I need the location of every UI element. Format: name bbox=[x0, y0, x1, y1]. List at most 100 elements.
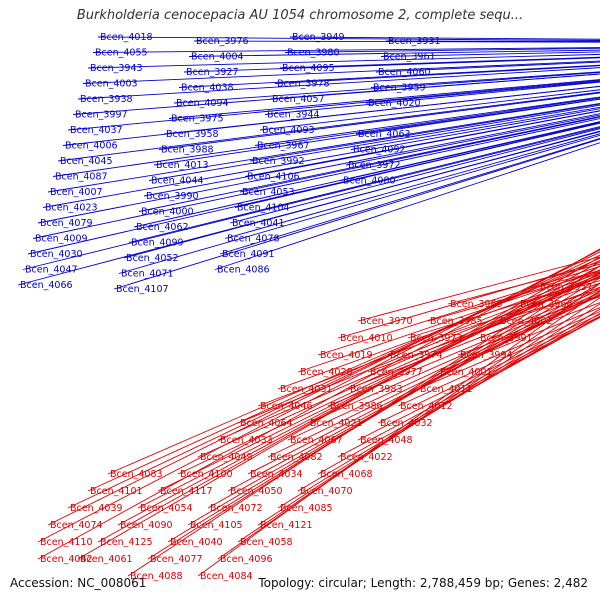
gene-label[interactable]: Bcen_3978 bbox=[277, 79, 330, 90]
gene-label[interactable]: Bcen_3974 bbox=[390, 350, 443, 361]
gene-label[interactable]: Bcen_3949 bbox=[292, 32, 345, 43]
gene-label[interactable]: Bcen_4018 bbox=[100, 32, 153, 43]
gene-label[interactable]: Bcen_4055 bbox=[95, 48, 148, 59]
gene-label[interactable]: Bcen_4010 bbox=[340, 333, 393, 344]
gene-label[interactable]: Bcen_3967 bbox=[257, 141, 310, 152]
gene-label[interactable]: Bcen_4060 bbox=[378, 67, 431, 78]
gene-label[interactable]: Bcen_4068 bbox=[320, 469, 373, 480]
gene-label[interactable]: Bcen_3973 bbox=[410, 333, 463, 344]
gene-label[interactable]: Bcen_4004 bbox=[191, 52, 244, 63]
gene-label[interactable]: Bcen_4093 bbox=[262, 125, 315, 136]
gene-label[interactable]: Bcen_4040 bbox=[170, 537, 223, 548]
gene-label[interactable]: Bcen_4031 bbox=[280, 384, 333, 395]
gene-label[interactable]: Bcen_3997 bbox=[75, 110, 128, 121]
gene-label[interactable]: Bcen_4079 bbox=[40, 218, 93, 229]
gene-label[interactable]: Bcen_4104 bbox=[237, 203, 290, 214]
gene-label[interactable]: Bcen_3972 bbox=[348, 160, 401, 171]
gene-label[interactable]: Bcen_4091 bbox=[222, 249, 275, 260]
gene-label[interactable]: Bcen_4092 bbox=[353, 145, 406, 156]
gene-label[interactable]: Bcen_4125 bbox=[100, 537, 153, 548]
gene-label[interactable]: Bcen_4090 bbox=[120, 520, 173, 531]
gene-label[interactable]: Bcen_4063 bbox=[358, 129, 411, 140]
gene-label[interactable]: Bcen_4096 bbox=[220, 554, 273, 565]
gene-label[interactable]: Bcen_4001 bbox=[440, 367, 493, 378]
gene-label[interactable]: Bcen_3983 bbox=[350, 384, 403, 395]
gene-label[interactable]: Bcen_3991 bbox=[480, 333, 533, 344]
gene-label[interactable]: Bcen_4002 bbox=[500, 316, 553, 327]
gene-label[interactable]: Bcen_3961 bbox=[383, 52, 436, 63]
gene-label[interactable]: Bcen_4074 bbox=[50, 520, 103, 531]
gene-label[interactable]: Bcen_4087 bbox=[55, 172, 108, 183]
gene-label[interactable]: Bcen_4067 bbox=[290, 435, 343, 446]
gene-label[interactable]: Bcen_4033 bbox=[220, 435, 273, 446]
gene-label[interactable]: Bcen_3957 bbox=[540, 282, 593, 293]
gene-label[interactable]: Bcen_4121 bbox=[260, 520, 313, 531]
gene-label[interactable]: Bcen_4044 bbox=[151, 176, 204, 187]
gene-label[interactable]: Bcen_3959 bbox=[373, 83, 426, 94]
gene-label[interactable]: Bcen_4000 bbox=[141, 207, 194, 218]
gene-label[interactable]: Bcen_3994 bbox=[460, 350, 513, 361]
gene-label[interactable]: Bcen_4046 bbox=[260, 401, 313, 412]
gene-label[interactable]: Bcen_3969 bbox=[450, 299, 503, 310]
gene-label[interactable]: Bcen_4061 bbox=[80, 554, 133, 565]
gene-label[interactable]: Bcen_3992 bbox=[252, 156, 305, 167]
gene-label[interactable]: Bcen_4049 bbox=[200, 452, 253, 463]
gene-label[interactable]: Bcen_4077 bbox=[150, 554, 203, 565]
gene-label[interactable]: Bcen_4088 bbox=[130, 571, 183, 582]
gene-label[interactable]: Bcen_4066 bbox=[20, 280, 73, 291]
gene-label[interactable]: Bcen_4105 bbox=[190, 520, 243, 531]
gene-label[interactable]: Bcen_3980 bbox=[287, 48, 340, 59]
gene-label[interactable]: Bcen_4080 bbox=[343, 176, 396, 187]
gene-label[interactable]: Bcen_4045 bbox=[60, 156, 113, 167]
gene-label[interactable]: Bcen_4006 bbox=[65, 141, 118, 152]
gene-label[interactable]: Bcen_4083 bbox=[110, 469, 163, 480]
gene-label[interactable]: Bcen_3958 bbox=[166, 129, 219, 140]
gene-label[interactable]: Bcen_4030 bbox=[30, 249, 83, 260]
gene-label[interactable]: Bcen_4009 bbox=[35, 234, 88, 245]
gene-label[interactable]: Bcen_3986 bbox=[330, 401, 383, 412]
gene-label[interactable]: Bcen_4100 bbox=[180, 469, 233, 480]
gene-label[interactable]: Bcen_3975 bbox=[171, 114, 224, 125]
gene-label[interactable]: Bcen_4053 bbox=[242, 187, 295, 198]
gene-label[interactable]: Bcen_3931 bbox=[388, 36, 441, 47]
gene-label[interactable]: Bcen_4011 bbox=[420, 384, 473, 395]
gene-label[interactable]: Bcen_4034 bbox=[250, 469, 303, 480]
gene-label[interactable]: Bcen_3976 bbox=[196, 36, 249, 47]
gene-label[interactable]: Bcen_4064 bbox=[240, 418, 293, 429]
gene-label[interactable]: Bcen_3966 bbox=[520, 299, 573, 310]
gene-label[interactable]: Bcen_4039 bbox=[70, 503, 123, 514]
gene-label[interactable]: Bcen_4094 bbox=[176, 98, 229, 109]
gene-label[interactable]: Bcen_3970 bbox=[360, 316, 413, 327]
gene-label[interactable]: Bcen_4047 bbox=[25, 265, 78, 276]
gene-label[interactable]: Bcen_3990 bbox=[146, 191, 199, 202]
gene-label[interactable]: Bcen_4057 bbox=[272, 94, 325, 105]
gene-label[interactable]: Bcen_4107 bbox=[116, 284, 169, 295]
gene-label[interactable]: Bcen_4041 bbox=[232, 218, 285, 229]
gene-label[interactable]: Bcen_4038 bbox=[181, 83, 234, 94]
gene-label[interactable]: Bcen_4078 bbox=[227, 234, 280, 245]
gene-label[interactable]: Bcen_4042 bbox=[40, 554, 93, 565]
gene-label[interactable]: Bcen_4023 bbox=[45, 203, 98, 214]
gene-label[interactable]: Bcen_4022 bbox=[340, 452, 393, 463]
gene-label[interactable]: Bcen_4072 bbox=[210, 503, 263, 514]
gene-label[interactable]: Bcen_4019 bbox=[320, 350, 373, 361]
gene-label[interactable]: Bcen_4082 bbox=[270, 452, 323, 463]
gene-label[interactable]: Bcen_4099 bbox=[131, 238, 184, 249]
gene-label[interactable]: Bcen_3944 bbox=[267, 110, 320, 121]
gene-label[interactable]: Bcen_4052 bbox=[126, 253, 179, 264]
gene-label[interactable]: Bcen_4070 bbox=[300, 486, 353, 497]
gene-label[interactable]: Bcen_3977 bbox=[370, 367, 423, 378]
gene-label[interactable]: Bcen_3927 bbox=[186, 67, 239, 78]
gene-label[interactable]: Bcen_4007 bbox=[50, 187, 103, 198]
gene-label[interactable]: Bcen_4003 bbox=[85, 79, 138, 90]
gene-label[interactable]: Bcen_3943 bbox=[90, 63, 143, 74]
gene-label[interactable]: Bcen_4037 bbox=[70, 125, 123, 136]
gene-label[interactable]: Bcen_4062 bbox=[136, 222, 189, 233]
gene-label[interactable]: Bcen_4106 bbox=[247, 172, 300, 183]
gene-label[interactable]: Bcen_4032 bbox=[380, 418, 433, 429]
gene-label[interactable]: Bcen_3985 bbox=[430, 316, 483, 327]
gene-label[interactable]: Bcen_4021 bbox=[310, 418, 363, 429]
gene-label[interactable]: Bcen_4085 bbox=[280, 503, 333, 514]
gene-label[interactable]: Bcen_4095 bbox=[282, 63, 335, 74]
gene-label[interactable]: Bcen_4020 bbox=[368, 98, 421, 109]
